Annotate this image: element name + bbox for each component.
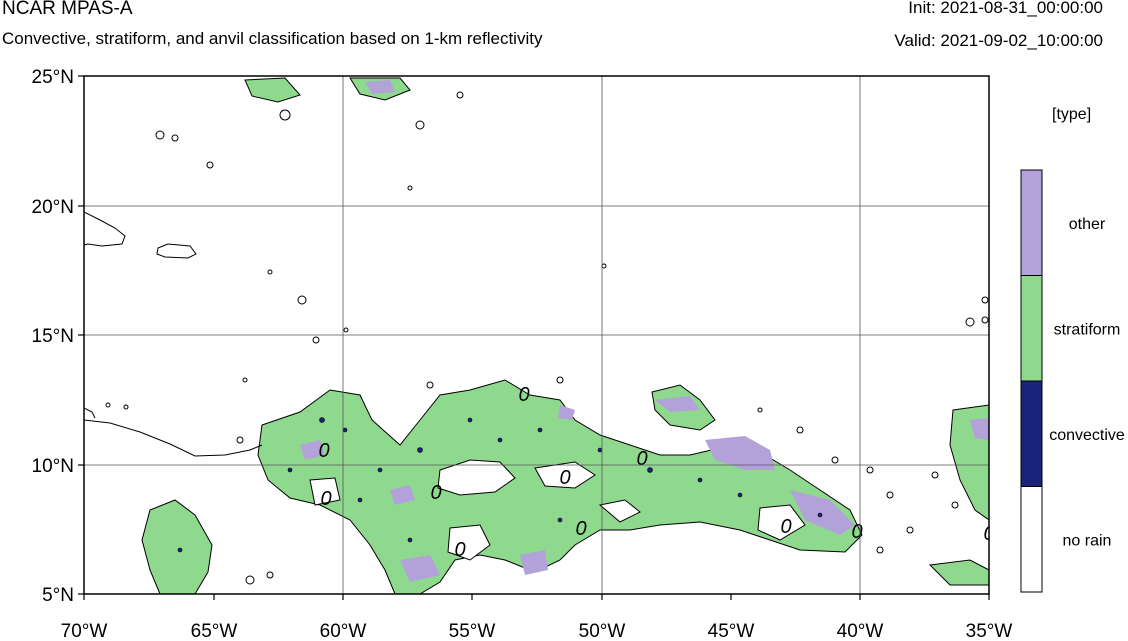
lat-label: 15°N bbox=[32, 326, 74, 347]
lat-label: 10°N bbox=[32, 456, 74, 477]
contour-label: 0 bbox=[454, 539, 465, 561]
lon-label: 55°W bbox=[449, 621, 496, 641]
contour-label: 0 bbox=[559, 467, 570, 489]
contour-label: 0 bbox=[983, 523, 994, 545]
valid-time: Valid: 2021-09-02_10:00:00 bbox=[894, 31, 1103, 50]
lat-label: 5°N bbox=[42, 585, 74, 606]
lat-label: 25°N bbox=[32, 67, 74, 88]
stratiform-areas bbox=[141, 77, 989, 594]
lon-label: 65°W bbox=[191, 621, 238, 641]
anvil-areas bbox=[300, 80, 989, 582]
lon-labels: 70°W 65°W 60°W 55°W 50°W 45°W 40°W 35°W bbox=[61, 621, 1013, 641]
lat-label: 20°N bbox=[32, 197, 74, 218]
init-time: Init: 2021-08-31_00:00:00 bbox=[908, 0, 1103, 17]
no-rain-holes bbox=[309, 459, 806, 561]
contour-labels: 0 0 0 0 0 0 0 0 0 0 0 bbox=[318, 384, 994, 561]
contour-label: 0 bbox=[575, 518, 586, 540]
legend-labels: other stratiform convective no rain bbox=[1049, 216, 1125, 550]
contour-label: 0 bbox=[518, 384, 529, 406]
legend-label-convective: convective bbox=[1049, 427, 1125, 444]
axis-ticks bbox=[78, 75, 990, 600]
legend-colorbar bbox=[1020, 169, 1043, 593]
plot-subtitle: Convective, stratiform, and anvil classi… bbox=[2, 29, 543, 48]
legend-swatch-convective bbox=[1020, 380, 1043, 487]
precip-fields: 0 0 0 0 0 0 0 0 0 0 0 bbox=[84, 77, 994, 594]
contour-label: 0 bbox=[851, 521, 862, 543]
contour-label: 0 bbox=[320, 488, 331, 510]
legend-swatch-other bbox=[1020, 169, 1043, 276]
legend-label-no-rain: no rain bbox=[1063, 532, 1112, 549]
contour-label: 0 bbox=[430, 482, 441, 504]
legend-swatch-stratiform bbox=[1020, 275, 1043, 382]
convective-cells bbox=[177, 417, 823, 553]
legend-swatch-no-rain bbox=[1020, 486, 1043, 593]
lon-label: 35°W bbox=[966, 621, 1013, 641]
gridlines bbox=[84, 76, 989, 594]
legend-label-other: other bbox=[1069, 216, 1106, 233]
lon-label: 40°W bbox=[837, 621, 884, 641]
legend-label-stratiform: stratiform bbox=[1054, 321, 1121, 338]
coastline bbox=[84, 211, 263, 457]
legend-title: [type] bbox=[1052, 106, 1092, 123]
lon-label: 50°W bbox=[579, 621, 626, 641]
scattered-contours bbox=[105, 91, 989, 585]
contour-label: 0 bbox=[318, 440, 329, 462]
lat-labels: 25°N 20°N 15°N 10°N 5°N bbox=[32, 67, 74, 606]
lon-label: 45°W bbox=[708, 621, 755, 641]
contour-label: 0 bbox=[636, 448, 647, 470]
lon-label: 60°W bbox=[320, 621, 367, 641]
contour-label: 0 bbox=[780, 516, 791, 538]
lon-label: 70°W bbox=[61, 621, 108, 641]
model-name: NCAR MPAS-A bbox=[2, 0, 133, 19]
